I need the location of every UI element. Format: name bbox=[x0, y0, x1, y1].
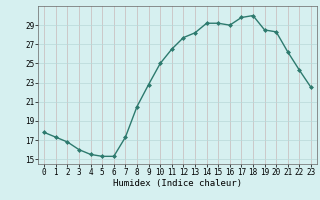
X-axis label: Humidex (Indice chaleur): Humidex (Indice chaleur) bbox=[113, 179, 242, 188]
